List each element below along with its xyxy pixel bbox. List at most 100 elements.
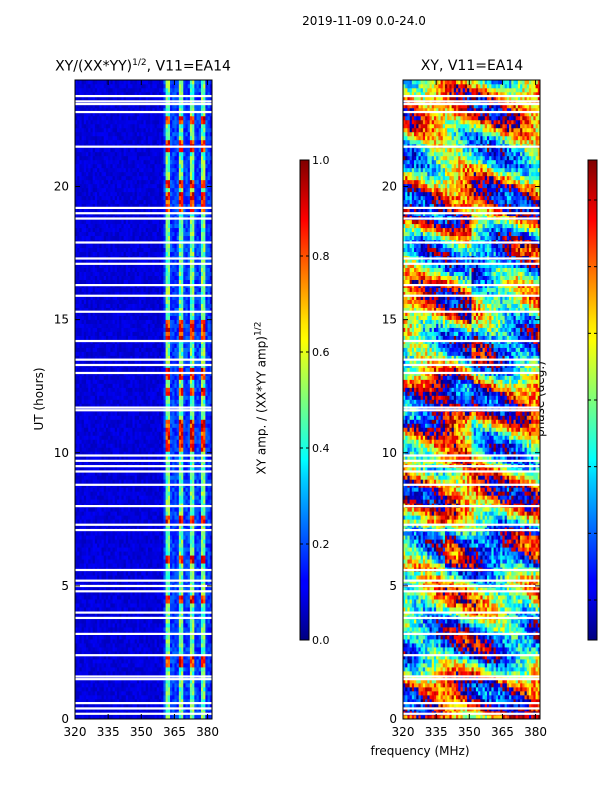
flag-line-left: [75, 707, 212, 709]
flag-line-left: [75, 654, 212, 656]
flag-line-left: [75, 103, 212, 105]
flag-line-right: [403, 617, 540, 619]
left-xtick-label: 365: [163, 725, 186, 739]
flag-line-right: [403, 409, 540, 411]
flag-line-left: [75, 207, 212, 209]
flag-line-right: [403, 212, 540, 214]
flag-line-left: [75, 529, 212, 531]
right-xtick-label: 350: [458, 725, 481, 739]
flag-line-right: [403, 702, 540, 704]
amp-colorbar-tick-label: 0.6: [312, 346, 330, 359]
amp-colorbar: [300, 160, 309, 640]
flag-line-right: [403, 524, 540, 526]
flag-line-right: [403, 505, 540, 507]
left-ytick-label: 20: [54, 180, 69, 194]
flag-line-right: [403, 146, 540, 148]
flag-line-left: [75, 678, 212, 680]
amp-colorbar-tick-label: 0.4: [312, 442, 330, 455]
flag-line-right: [403, 707, 540, 709]
flag-line-right: [403, 529, 540, 531]
flag-line-right: [403, 713, 540, 715]
amp-colorbar-tick-label: 0.8: [312, 250, 330, 263]
amplitude-heatmap: [75, 80, 212, 719]
flag-line-right: [403, 207, 540, 209]
flag-line-left: [75, 359, 212, 361]
flag-line-left: [75, 263, 212, 265]
flag-line-left: [75, 95, 212, 97]
left-ytick-label: 10: [54, 446, 69, 460]
flag-line-left: [75, 590, 212, 592]
flag-line-right: [403, 585, 540, 587]
flag-line-right: [403, 340, 540, 342]
flag-line-left: [75, 713, 212, 715]
flag-line-right: [403, 569, 540, 571]
flag-line-right: [403, 612, 540, 614]
right-xtick-label: 380: [524, 725, 547, 739]
flag-line-right: [403, 257, 540, 259]
left-ytick-label: 15: [54, 313, 69, 327]
flag-line-left: [75, 617, 212, 619]
flag-line-right: [403, 103, 540, 105]
amp-colorbar-tick-label: 0.0: [312, 634, 330, 647]
flag-line-left: [75, 409, 212, 411]
flag-line-right: [403, 460, 540, 462]
flag-line-right: [403, 241, 540, 243]
flag-line-left: [75, 505, 212, 507]
figure-canvas: 320 335 350 365 38005101520320 335 350 365 38005…: [0, 0, 600, 800]
flag-line-left: [75, 702, 212, 704]
flag-line-right: [403, 284, 540, 286]
right-ytick-label: 5: [389, 579, 397, 593]
flag-line-left: [75, 372, 212, 374]
flag-line-right: [403, 484, 540, 486]
flag-line-left: [75, 364, 212, 366]
flag-line-left: [75, 295, 212, 297]
right-ytick-label: 10: [382, 446, 397, 460]
flag-line-left: [75, 257, 212, 259]
right-xtick-label: 320: [392, 725, 415, 739]
flag-line-left: [75, 470, 212, 472]
flag-line-left: [75, 311, 212, 313]
flag-line-left: [75, 633, 212, 635]
left-xtick-label: 350: [130, 725, 153, 739]
flag-line-left: [75, 454, 212, 456]
left-xtick-label: 380: [196, 725, 219, 739]
flag-line-right: [403, 654, 540, 656]
flag-line-right: [403, 406, 540, 408]
flag-line-right: [403, 217, 540, 219]
flag-line-right: [403, 633, 540, 635]
flag-line-left: [75, 111, 212, 113]
flag-line-left: [75, 612, 212, 614]
flag-line-left: [75, 212, 212, 214]
flag-line-left: [75, 484, 212, 486]
flag-line-left: [75, 524, 212, 526]
phase-heatmap: [403, 80, 540, 719]
left-ytick-label: 5: [61, 579, 69, 593]
flag-line-right: [403, 678, 540, 680]
flag-line-right: [403, 454, 540, 456]
flag-line-left: [75, 340, 212, 342]
flag-line-right: [403, 590, 540, 592]
flag-line-left: [75, 580, 212, 582]
flag-line-left: [75, 146, 212, 148]
flag-line-right: [403, 111, 540, 113]
flag-line-right: [403, 470, 540, 472]
flag-line-left: [75, 284, 212, 286]
flag-line-right: [403, 359, 540, 361]
flag-line-left: [75, 100, 212, 102]
flag-line-right: [403, 465, 540, 467]
flag-line-left: [75, 406, 212, 408]
amp-colorbar-tick-label: 0.2: [312, 538, 330, 551]
right-ytick-label: 20: [382, 180, 397, 194]
flag-line-left: [75, 585, 212, 587]
flag-line-right: [403, 372, 540, 374]
left-xtick-label: 335: [97, 725, 120, 739]
left-xtick-label: 320: [64, 725, 87, 739]
flag-line-left: [75, 569, 212, 571]
flag-line-left: [75, 675, 212, 677]
flag-line-right: [403, 100, 540, 102]
flag-line-right: [403, 295, 540, 297]
flag-line-right: [403, 364, 540, 366]
flag-line-right: [403, 263, 540, 265]
flag-line-right: [403, 580, 540, 582]
flag-line-left: [75, 465, 212, 467]
